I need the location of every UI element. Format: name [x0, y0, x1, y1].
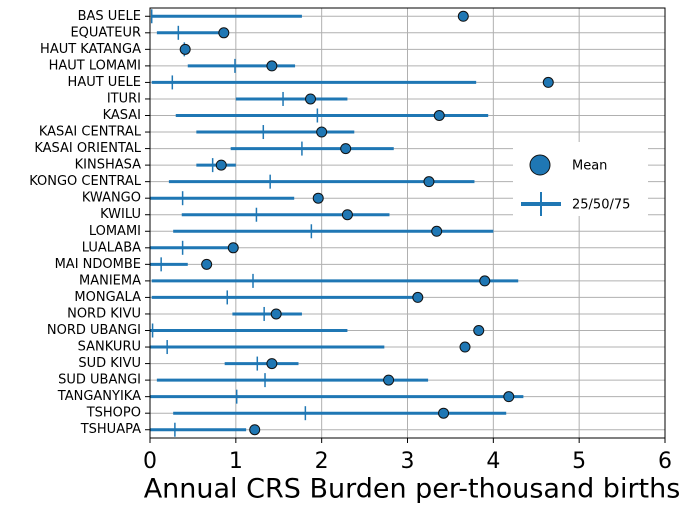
y-tick-label: LOMAMI: [89, 224, 141, 239]
mean-dot: [473, 325, 485, 336]
x-axis-label: Annual CRS Burden per-thousand births: [144, 474, 681, 505]
y-tick-label: TSHUAPA: [80, 422, 141, 437]
y-tick-label: EQUATEUR: [70, 25, 141, 40]
x-tick-label: 0: [143, 449, 157, 474]
y-tick-label: NORD UBANGI: [47, 323, 141, 338]
mean-dot: [179, 43, 191, 55]
mean-dot: [542, 76, 554, 88]
y-tick-label: SUD UBANGI: [58, 373, 141, 388]
legend-label: 25/50/75: [572, 198, 630, 213]
y-tick-label: NORD KIVU: [67, 306, 141, 321]
mean-dot: [266, 60, 278, 72]
y-tick-label: LUALABA: [82, 240, 141, 255]
mean-dot: [340, 143, 352, 155]
mean-dot: [383, 374, 395, 386]
y-tick-label: KWILU: [100, 207, 141, 222]
x-tick-label: 1: [229, 449, 243, 474]
legend-label: Mean: [572, 159, 607, 174]
y-tick-label: KINSHASA: [75, 158, 141, 173]
mean-dot: [266, 358, 278, 370]
y-tick-label: MANIEMA: [79, 273, 141, 288]
plot-frame: [149, 7, 666, 439]
mean-dot: [218, 27, 230, 39]
x-tick-label: 5: [572, 449, 586, 474]
mean-dot: [433, 110, 445, 121]
x-tick-label: 2: [315, 449, 329, 474]
y-tick-label: SUD KIVU: [78, 356, 141, 371]
mean-dot: [503, 391, 515, 403]
y-tick-label: MONGALA: [74, 290, 141, 305]
mean-dot: [312, 192, 324, 204]
mean-dot: [341, 209, 353, 221]
x-tick-label: 6: [658, 449, 672, 474]
mean-dot: [215, 159, 227, 171]
mean-dot: [249, 424, 261, 436]
y-tick-label: KWANGO: [82, 191, 141, 206]
mean-dot: [305, 93, 317, 105]
mean-dot: [459, 341, 471, 353]
y-tick-label: HAUT LOMAMI: [49, 58, 141, 73]
x-tick-label: 3: [401, 449, 415, 474]
y-tick-label: KASAI CENTRAL: [39, 125, 142, 140]
mean-dot: [479, 275, 491, 287]
mean-dot: [438, 407, 450, 419]
mean-dot: [457, 10, 469, 22]
legend-mean-dot: [529, 154, 551, 176]
mean-dot: [431, 225, 443, 237]
mean-dot: [201, 258, 213, 270]
y-tick-label: KASAI ORIENTAL: [34, 141, 141, 156]
y-tick-label: TSHOPO: [86, 406, 141, 421]
y-tick-label: HAUT KATANGA: [40, 42, 141, 57]
mean-dot: [227, 242, 239, 254]
y-tick-label: KONGO CENTRAL: [29, 174, 142, 189]
mean-dot: [316, 126, 328, 138]
y-tick-label: ITURI: [107, 91, 141, 106]
mean-dot: [270, 308, 282, 320]
y-tick-label: BAS UELE: [78, 9, 141, 24]
x-tick-label: 4: [486, 449, 500, 474]
y-tick-label: SANKURU: [78, 340, 141, 355]
y-tick-label: KASAI: [103, 108, 141, 123]
y-tick-label: TANGANYIKA: [57, 389, 141, 404]
mean-dot: [423, 176, 435, 188]
y-tick-label: HAUT UELE: [68, 75, 141, 90]
mean-dot: [412, 291, 424, 303]
y-tick-label: MAI NDOMBE: [55, 257, 141, 272]
